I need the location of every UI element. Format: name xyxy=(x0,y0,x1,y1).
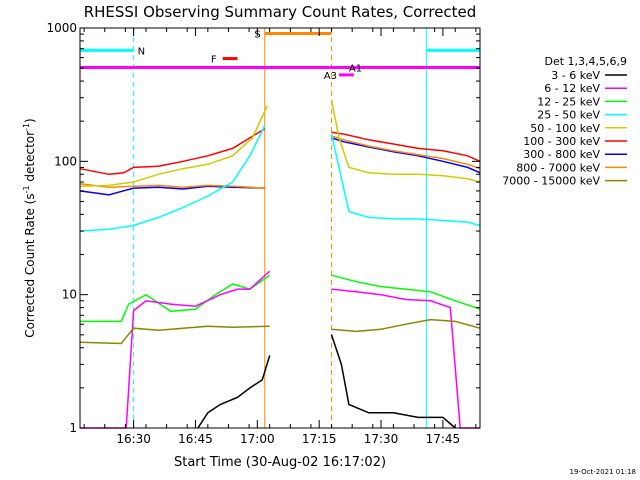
series-line xyxy=(330,133,481,227)
legend-label: 50 - 100 keV xyxy=(530,122,600,135)
y-tick-label: 1 xyxy=(69,421,77,435)
x-tick-label: 17:15 xyxy=(302,432,337,446)
series-line xyxy=(330,334,456,429)
legend-label: 100 - 300 keV xyxy=(523,135,600,148)
legend-label: 3 - 6 keV xyxy=(551,69,600,82)
y-axis-label-part: ) xyxy=(23,118,37,123)
series-line xyxy=(330,99,481,183)
series-line xyxy=(331,318,481,333)
series-line xyxy=(79,325,270,345)
series-line xyxy=(331,288,480,429)
y-axis-label: Corrected Count Rate (s-1 detector-1) xyxy=(22,118,37,337)
axes: 16:30 16:45 17:00 17:15 17:30 17:45 1 10 100 1000 xyxy=(46,21,480,446)
series-line xyxy=(331,131,481,162)
flag-label-a1: A1 xyxy=(349,64,362,75)
y-axis-label-part: Corrected Count Rate (s xyxy=(23,193,37,337)
x-tick-label: 17:30 xyxy=(364,432,399,446)
legend-label: 6 - 12 keV xyxy=(544,82,600,95)
legend-label: 25 - 50 keV xyxy=(537,109,600,122)
y-tick-label: 100 xyxy=(54,154,77,168)
x-tick-label: 16:45 xyxy=(178,432,213,446)
series-line xyxy=(331,274,481,310)
x-tick-label: 16:30 xyxy=(116,432,151,446)
x-axis-label: Start Time (30-Aug-02 16:17:02) xyxy=(174,455,386,470)
legend-label: 12 - 25 keV xyxy=(537,95,600,108)
plot-frame xyxy=(79,27,481,429)
y-tick-label: 10 xyxy=(62,288,77,302)
legend-header: Det 1,3,4,5,6,9 xyxy=(544,55,627,68)
flag-label-f: F xyxy=(211,55,217,66)
series-line xyxy=(331,137,481,174)
series-line xyxy=(197,355,271,429)
series-line xyxy=(79,128,266,176)
timestamp: 19-Oct-2021 01:18 xyxy=(570,468,636,476)
plot-area: NFSA1A3 xyxy=(79,28,481,429)
flag-label-n: N xyxy=(138,46,145,57)
series-line xyxy=(79,182,265,189)
y-axis-label-sup: -1 xyxy=(22,185,31,193)
legend-label: 300 - 800 keV xyxy=(523,148,600,161)
series-line xyxy=(331,135,481,170)
chart-title: RHESSI Observing Summary Count Rates, Co… xyxy=(84,3,477,21)
series-line xyxy=(79,105,268,188)
series-line xyxy=(79,185,265,196)
legend-label: 7000 - 15000 keV xyxy=(502,175,600,188)
legend-label: 800 - 7000 keV xyxy=(516,161,600,174)
y-axis-label-part: detector xyxy=(23,131,37,186)
series-line xyxy=(80,274,271,323)
x-tick-label: 17:45 xyxy=(426,432,461,446)
x-tick-label: 17:00 xyxy=(240,432,275,446)
series-line xyxy=(80,270,271,429)
series-line xyxy=(79,125,266,232)
y-axis-label-sup: -1 xyxy=(22,123,31,131)
y-tick-label: 1000 xyxy=(46,21,77,35)
flag-label-a3: A3 xyxy=(324,71,337,82)
